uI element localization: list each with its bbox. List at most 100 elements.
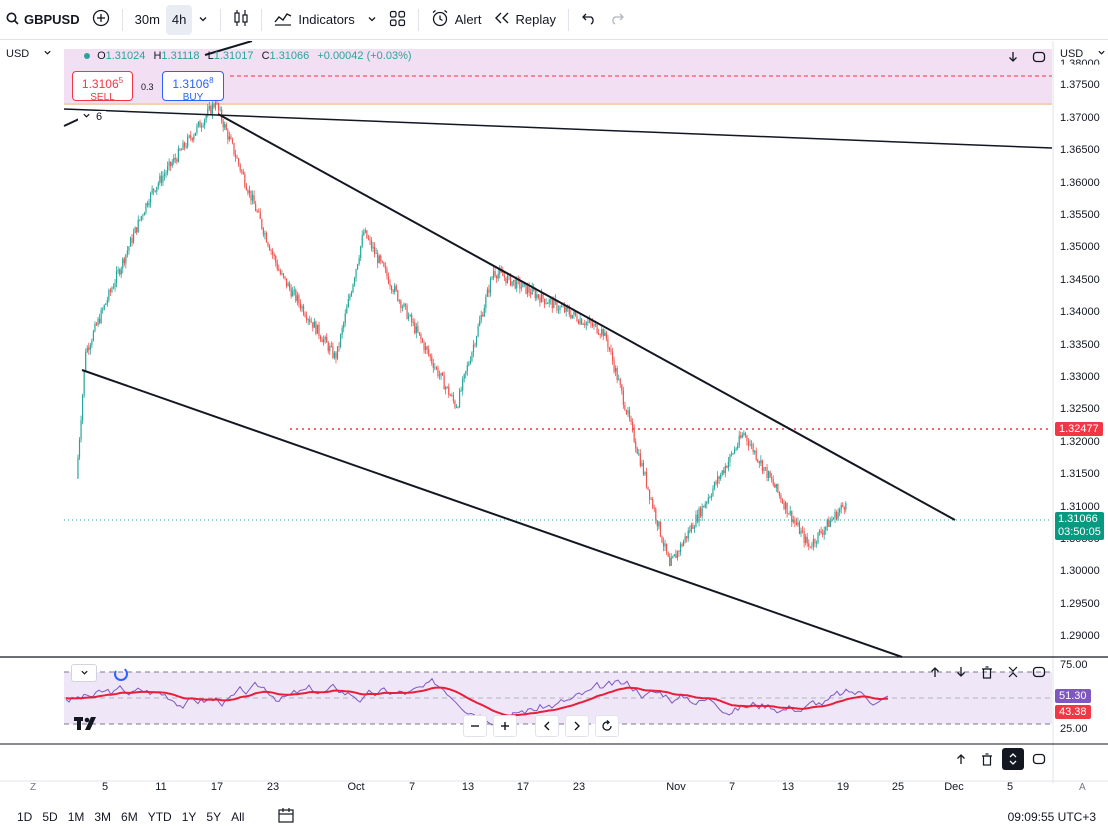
candle-body bbox=[835, 511, 838, 520]
candle-body bbox=[664, 543, 666, 547]
alert-button[interactable]: Alert bbox=[425, 5, 488, 35]
indicators-button[interactable]: Indicators bbox=[268, 5, 360, 35]
symbol-search[interactable]: GBPUSD bbox=[0, 5, 86, 35]
candle-body bbox=[777, 484, 779, 493]
separator bbox=[220, 8, 222, 31]
candle-body bbox=[313, 321, 315, 328]
candle-body bbox=[584, 324, 586, 326]
range-button-all[interactable]: All bbox=[231, 810, 245, 824]
layouts-button[interactable] bbox=[383, 5, 412, 35]
sell-price-pip: 5 bbox=[118, 76, 124, 85]
candle-body bbox=[400, 300, 402, 308]
candle-body bbox=[347, 299, 349, 308]
range-button-5y[interactable]: 5Y bbox=[206, 810, 222, 824]
indicators-dropdown[interactable] bbox=[361, 5, 383, 35]
collapse-indicators-button[interactable]: 6 bbox=[78, 111, 107, 123]
price-chart[interactable] bbox=[0, 41, 1108, 783]
candle-body bbox=[224, 124, 226, 128]
candle-body bbox=[534, 290, 536, 299]
candle-body bbox=[469, 360, 471, 364]
candle-body bbox=[397, 290, 399, 301]
currency-selector-right[interactable]: USD bbox=[1060, 48, 1106, 60]
scroll-left-button[interactable] bbox=[535, 715, 559, 737]
candle-body bbox=[678, 551, 680, 553]
trendline-stub-top[interactable] bbox=[204, 41, 253, 56]
candle-body bbox=[616, 368, 618, 381]
maximize-pane-icon[interactable] bbox=[1028, 661, 1050, 683]
candle-body bbox=[479, 320, 481, 326]
candle-body bbox=[295, 289, 297, 301]
arrow-down-icon[interactable] bbox=[1002, 46, 1024, 68]
reset-chart-button[interactable] bbox=[595, 715, 619, 737]
timeframe-4h[interactable]: 4h bbox=[165, 4, 193, 35]
candle-body bbox=[727, 461, 730, 468]
candle-body bbox=[255, 203, 257, 212]
sell-button[interactable]: 1.31065 SELL bbox=[72, 71, 133, 103]
candles-group bbox=[77, 97, 847, 567]
range-button-1y[interactable]: 1Y bbox=[181, 810, 197, 824]
channel-lower-line[interactable] bbox=[81, 369, 903, 658]
range-button-6m[interactable]: 6M bbox=[121, 810, 138, 824]
price-axis-label: 1.29000 bbox=[1060, 630, 1100, 643]
redo-button[interactable] bbox=[603, 5, 631, 35]
move-pane-down-icon[interactable] bbox=[950, 661, 972, 683]
replay-button[interactable]: Replay bbox=[488, 5, 562, 35]
trendline-top[interactable] bbox=[63, 108, 1053, 149]
arrow-up-icon[interactable] bbox=[950, 748, 972, 770]
candle-body bbox=[131, 237, 133, 243]
candle-body bbox=[423, 342, 425, 351]
candle-body bbox=[645, 472, 648, 487]
time-axis-z-icon[interactable]: Z bbox=[30, 782, 37, 793]
candle-body bbox=[537, 294, 539, 298]
candle-body bbox=[489, 278, 492, 293]
zoom-out-button[interactable] bbox=[463, 715, 487, 737]
range-button-ytd[interactable]: YTD bbox=[147, 810, 172, 824]
trash-icon[interactable] bbox=[976, 661, 998, 683]
timeframe-dropdown[interactable] bbox=[192, 5, 214, 35]
candle-body bbox=[360, 246, 362, 258]
time-axis-label: 23 bbox=[266, 781, 280, 793]
candle-body bbox=[798, 522, 801, 534]
trash-icon[interactable] bbox=[976, 748, 998, 770]
candle-body bbox=[227, 129, 229, 140]
channel-upper-line[interactable] bbox=[217, 113, 956, 521]
candle-body bbox=[403, 303, 405, 307]
collapse-pane-icon[interactable] bbox=[1002, 661, 1024, 683]
range-button-3m[interactable]: 3M bbox=[94, 810, 112, 824]
candle-body bbox=[667, 552, 669, 557]
chart-type-button[interactable] bbox=[227, 5, 255, 35]
date-range-calendar-icon[interactable] bbox=[277, 807, 295, 828]
candle-body bbox=[202, 125, 204, 127]
range-button-5d[interactable]: 5D bbox=[42, 810, 58, 824]
auto-scale-icon[interactable]: A bbox=[1079, 782, 1086, 793]
candle-body bbox=[128, 246, 130, 251]
move-pane-up-icon[interactable] bbox=[924, 661, 946, 683]
range-button-1m[interactable]: 1M bbox=[67, 810, 85, 824]
currency-selector-left[interactable]: USD bbox=[6, 48, 52, 60]
candle-body bbox=[132, 233, 135, 243]
candle-body bbox=[241, 170, 243, 172]
candle-body bbox=[840, 505, 842, 510]
candle-body bbox=[494, 271, 496, 277]
clock-time[interactable]: 09:09:55 UTC+3 bbox=[1007, 810, 1096, 824]
candle-body bbox=[327, 342, 329, 352]
compare-button[interactable] bbox=[86, 5, 116, 35]
candle-body bbox=[250, 190, 252, 201]
zoom-in-button[interactable] bbox=[493, 715, 517, 737]
candle-body bbox=[845, 503, 847, 510]
scroll-right-button[interactable] bbox=[565, 715, 589, 737]
rsi-collapse-button[interactable] bbox=[71, 664, 97, 682]
candle-body bbox=[607, 338, 609, 348]
indicators-icon bbox=[274, 10, 292, 29]
candle-body bbox=[652, 499, 654, 508]
candle-body bbox=[766, 467, 768, 479]
buy-button[interactable]: 1.31068 BUY bbox=[162, 71, 224, 103]
undo-button[interactable] bbox=[575, 5, 603, 35]
maximize-icon[interactable] bbox=[1028, 748, 1050, 770]
range-button-1d[interactable]: 1D bbox=[17, 810, 33, 824]
maximize-icon[interactable] bbox=[1028, 46, 1050, 68]
timeframe-30m[interactable]: 30m bbox=[134, 12, 160, 27]
candle-body bbox=[149, 193, 152, 203]
expand-pane-icon[interactable] bbox=[1002, 748, 1024, 770]
candle-body bbox=[108, 290, 110, 301]
